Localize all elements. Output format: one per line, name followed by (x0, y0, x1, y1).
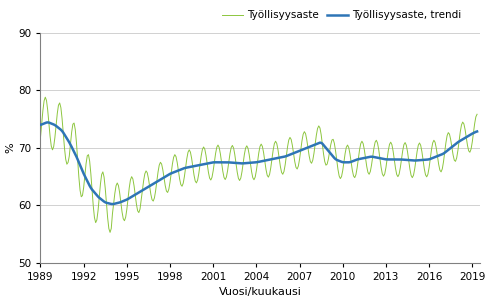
Line: Työllisyysaste: Työllisyysaste (40, 97, 477, 232)
Työllisyysaste, trendi (214, 161, 220, 164)
Työllisyysaste (107, 231, 113, 234)
Työllisyysaste, trendi (216, 161, 222, 164)
Työllisyysaste, trendi (474, 130, 480, 133)
Työllisyysaste, trendi (132, 193, 138, 196)
Line: Työllisyysaste, trendi: Työllisyysaste, trendi (40, 122, 477, 204)
Työllisyysaste, trendi (37, 123, 43, 127)
Työllisyysaste (456, 139, 462, 143)
Työllisyysaste (214, 145, 220, 149)
Legend: Työllisyysaste, Työllisyysaste, trendi: Työllisyysaste, Työllisyysaste, trendi (218, 6, 466, 24)
Työllisyysaste (474, 112, 480, 116)
Työllisyysaste, trendi (110, 202, 116, 206)
Työllisyysaste, trendi (456, 140, 462, 143)
Työllisyysaste (216, 146, 222, 149)
Työllisyysaste (42, 95, 48, 99)
Y-axis label: %: % (5, 143, 16, 153)
Työllisyysaste (160, 168, 166, 171)
Työllisyysaste, trendi (414, 158, 420, 162)
X-axis label: Vuosi/kuukausi: Vuosi/kuukausi (218, 288, 302, 298)
Työllisyysaste (414, 150, 420, 153)
Työllisyysaste, trendi (160, 176, 166, 180)
Työllisyysaste, trendi (45, 121, 51, 124)
Työllisyysaste (132, 193, 138, 197)
Työllisyysaste (37, 135, 43, 139)
